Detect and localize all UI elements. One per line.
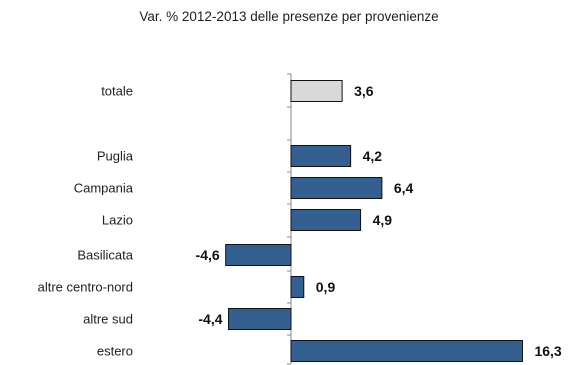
value-label: 16,3: [534, 343, 561, 359]
bar-campania: [290, 177, 383, 199]
chart-title: Var. % 2012-2013 delle presenze per prov…: [139, 9, 439, 24]
value-label: 6,4: [394, 180, 414, 196]
bar-lazio: [290, 209, 362, 231]
category-label: altre centro-nord: [38, 280, 133, 295]
value-label: 4,2: [363, 148, 383, 164]
value-label: 4,9: [373, 212, 393, 228]
bar-estero: [290, 340, 523, 362]
bar-altre-sud: [228, 308, 292, 330]
bar-puglia: [290, 145, 352, 167]
value-label: 3,6: [354, 83, 374, 99]
category-label: Campania: [74, 181, 134, 196]
bar-altre-centro-nord: [290, 276, 305, 298]
category-label: Basilicata: [77, 248, 133, 263]
category-label: Puglia: [97, 149, 134, 164]
category-label: Lazio: [102, 213, 133, 228]
category-label: altre sud: [83, 312, 133, 327]
bar-totale: [290, 80, 343, 102]
value-label: -4,6: [196, 247, 220, 263]
value-label: -4,4: [198, 311, 222, 327]
bar-basilicata: [225, 244, 292, 266]
category-label: estero: [97, 344, 133, 359]
category-label: totale: [101, 84, 133, 99]
value-label: 0,9: [316, 279, 336, 295]
